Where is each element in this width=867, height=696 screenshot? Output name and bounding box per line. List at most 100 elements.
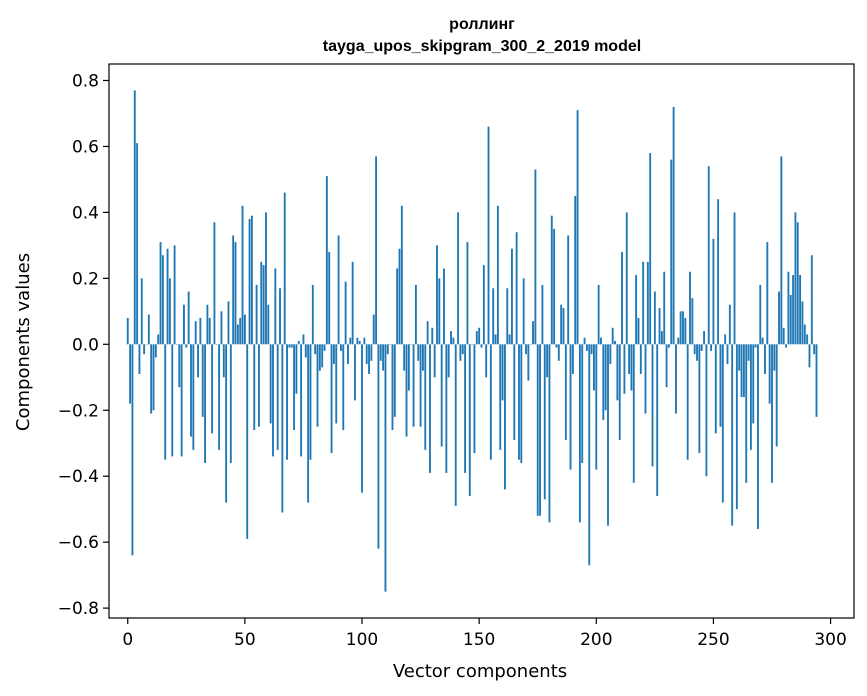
bar-46 [234, 242, 237, 345]
bar-105 [372, 314, 375, 345]
bar-17 [166, 248, 169, 345]
bar-91 [340, 344, 342, 351]
bar-113 [391, 344, 394, 431]
bar-71 [293, 344, 296, 431]
bar-202 [600, 337, 602, 345]
bar-108 [379, 344, 382, 361]
bar-189 [569, 344, 572, 470]
bar-233 [672, 106, 675, 345]
bar-142 [459, 344, 462, 361]
bar-181 [550, 215, 553, 345]
bar-201 [597, 284, 600, 345]
bar-76 [304, 344, 307, 358]
bar-287 [799, 275, 802, 345]
bar-56 [258, 344, 260, 427]
bar-261 [738, 344, 741, 371]
bar-83 [321, 344, 324, 368]
bar-77 [307, 344, 310, 503]
bar-223 [649, 153, 652, 345]
bar-75 [302, 334, 305, 345]
x-tick-label: 50 [234, 630, 256, 650]
bar-268 [754, 344, 757, 348]
bar-54 [253, 344, 256, 431]
bar-243 [696, 344, 698, 361]
bar-236 [679, 311, 682, 345]
bar-166 [515, 232, 518, 345]
bar-101 [363, 337, 366, 345]
bar-211 [621, 251, 623, 345]
bar-242 [693, 344, 696, 355]
bar-258 [731, 344, 734, 526]
bar-62 [272, 344, 274, 457]
bar-255 [724, 334, 727, 345]
bar-170 [525, 344, 527, 355]
bar-209 [616, 344, 619, 401]
bar-119 [405, 344, 408, 437]
bar-66 [281, 344, 284, 513]
bar-133 [438, 278, 441, 345]
bar-205 [607, 344, 609, 526]
bar-196 [585, 344, 588, 351]
bar-283 [789, 294, 792, 345]
bar-218 [637, 317, 640, 345]
bar-97 [354, 344, 356, 401]
bar-221 [644, 344, 647, 414]
y-tick-label: 0.6 [72, 137, 99, 157]
bar-9 [147, 314, 150, 345]
bar-0 [126, 317, 129, 345]
bar-286 [796, 222, 799, 345]
bar-162 [506, 288, 509, 345]
bar-232 [670, 159, 673, 345]
bar-86 [328, 251, 331, 345]
y-axis-label: Components values [13, 253, 34, 431]
y-tick-label: −0.2 [58, 401, 99, 421]
bar-137 [447, 344, 450, 378]
bar-50 [243, 314, 246, 345]
bar-110 [384, 344, 387, 592]
bar-248 [707, 166, 710, 345]
bar-260 [735, 344, 738, 510]
bar-48 [239, 317, 242, 345]
bar-64 [276, 344, 279, 450]
bar-35 [208, 317, 211, 345]
bar-276 [773, 344, 776, 371]
bars-group [126, 90, 818, 592]
bar-270 [759, 284, 762, 345]
bar-30 [197, 344, 199, 378]
bar-198 [590, 344, 593, 355]
bar-244 [698, 344, 701, 454]
bar-61 [269, 344, 272, 424]
bar-264 [745, 344, 748, 483]
bar-134 [440, 344, 443, 447]
bar-274 [768, 344, 771, 404]
bar-193 [578, 344, 581, 523]
bar-85 [325, 176, 328, 345]
bar-179 [546, 344, 549, 378]
bar-1 [129, 344, 132, 404]
bar-203 [602, 344, 605, 421]
bar-115 [396, 268, 399, 345]
bar-240 [689, 271, 691, 345]
bar-5 [138, 344, 141, 374]
bar-117 [400, 205, 403, 345]
bar-279 [780, 156, 783, 345]
bar-94 [347, 344, 349, 365]
bar-254 [721, 344, 724, 503]
bar-187 [564, 344, 567, 440]
bar-104 [370, 344, 373, 361]
bar-82 [318, 344, 321, 371]
bar-226 [656, 344, 659, 496]
bar-184 [557, 344, 560, 361]
bar-37 [213, 222, 216, 345]
x-tick-label: 0 [122, 630, 133, 650]
bar-280 [782, 327, 785, 345]
bar-145 [466, 242, 469, 345]
bar-249 [710, 344, 713, 351]
bar-153 [485, 344, 488, 378]
bar-132 [436, 245, 438, 345]
bar-271 [761, 337, 764, 345]
bar-102 [365, 344, 368, 365]
bar-239 [686, 344, 689, 460]
bar-4 [136, 143, 139, 345]
bar-197 [588, 344, 591, 566]
